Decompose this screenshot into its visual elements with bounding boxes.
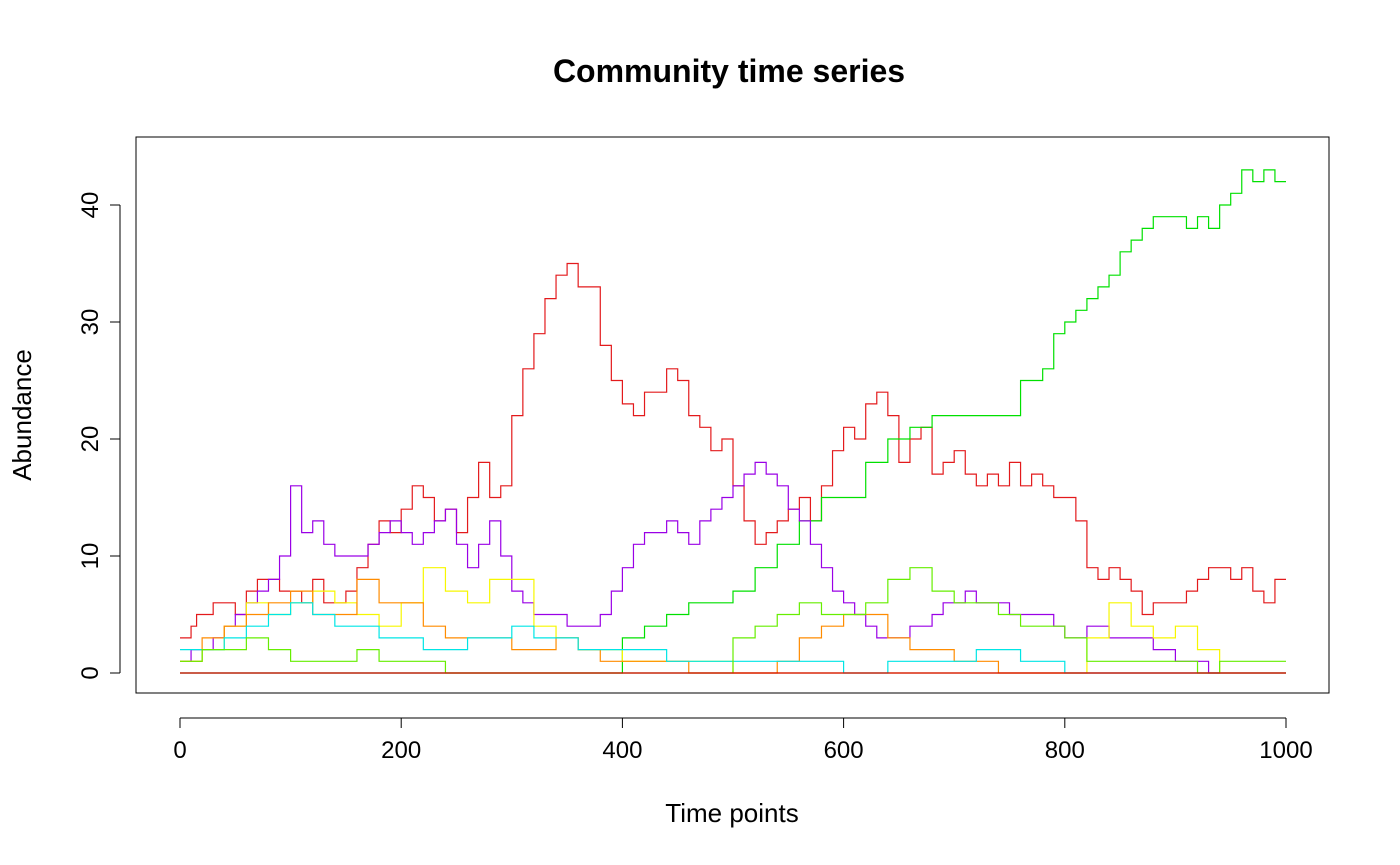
y-tick-label: 30 [77,309,104,336]
plot-frame [135,136,1330,694]
y-tick-label: 10 [77,543,104,570]
x-axis-label: Time points [665,798,798,828]
series-line-6 [180,602,1286,674]
x-tick-label: 200 [381,737,421,764]
x-tick-label: 600 [824,737,864,764]
chart-title: Community time series [553,53,905,89]
series-layer [180,169,1286,674]
y-axis-label: Abundance [7,349,37,481]
series-line-7 [180,567,1286,674]
x-tick-label: 800 [1045,737,1085,764]
y-tick-label: 40 [77,192,104,219]
x-tick-label: 0 [173,737,186,764]
y-tick-label: 20 [77,426,104,453]
series-line-1 [180,262,1286,639]
x-tick-label: 400 [602,737,642,764]
series-line-3 [180,461,1220,674]
x-tick-label: 1000 [1259,737,1312,764]
y-axis: 0 10 20 30 40 [77,192,121,680]
y-tick-label: 0 [77,666,104,679]
series-line-2 [180,169,1286,674]
x-axis: 0 200 400 600 800 1000 [173,717,1313,764]
